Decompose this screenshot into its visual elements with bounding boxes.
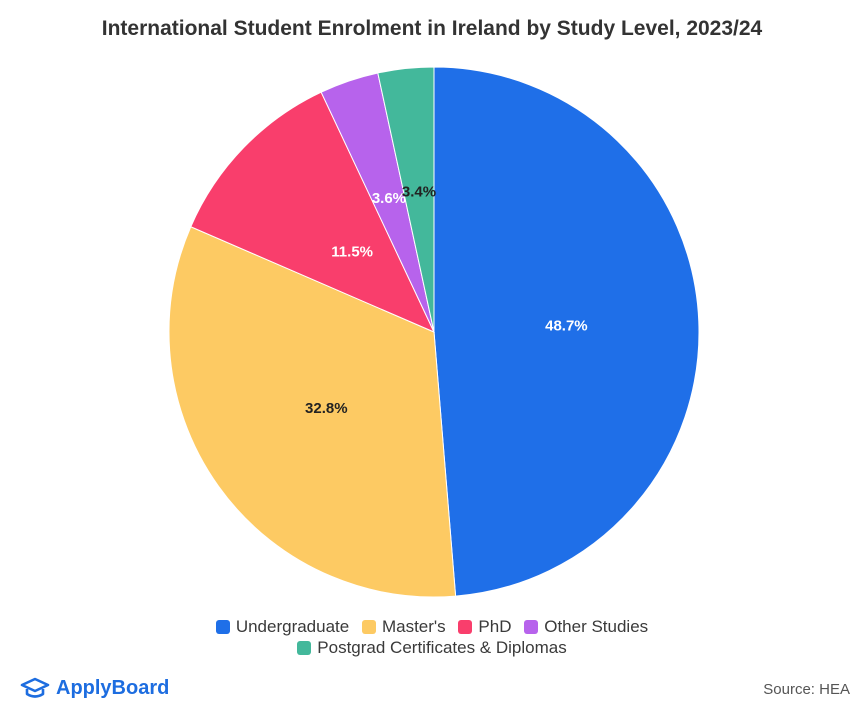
legend-item-phd[interactable]: PhD xyxy=(458,617,511,637)
legend-swatch xyxy=(215,620,230,634)
slice-data-label: 32.8% xyxy=(305,400,348,417)
legend-label: Other Studies xyxy=(544,617,649,636)
legend-item-masters[interactable]: Master's xyxy=(361,617,446,637)
legend-item-postgrad-certificates[interactable]: Postgrad Certificates & Diplomas xyxy=(297,638,567,658)
brand-name: ApplyBoard xyxy=(56,676,170,699)
slice-data-label: 3.6% xyxy=(372,190,406,207)
pie-slice-master-s[interactable] xyxy=(168,226,457,598)
legend-swatch xyxy=(524,620,539,634)
legend-label: Master's xyxy=(381,617,446,636)
legend-swatch xyxy=(361,620,376,634)
legend-item-undergraduate[interactable]: Undergraduate xyxy=(215,617,350,637)
applyboard-logo: ApplyBoard xyxy=(20,676,169,700)
slice-data-label: 48.7% xyxy=(545,318,588,335)
legend-row-2: Postgrad Certificates & Diplomas xyxy=(0,638,864,660)
slice-data-label: 3.4% xyxy=(402,183,436,200)
pie-slice-postgrad-certificates-diplomas[interactable] xyxy=(377,66,435,333)
pie-slice-undergraduate[interactable] xyxy=(433,66,700,597)
pie-slice-phd[interactable] xyxy=(190,91,436,333)
legend-label: Postgrad Certificates & Diplomas xyxy=(317,638,567,657)
chart-title: International Student Enrolment in Irela… xyxy=(101,17,763,40)
slice-data-label: 11.5% xyxy=(331,244,373,261)
legend-label: Undergraduate xyxy=(235,617,350,636)
source-note: Source: HEA xyxy=(763,681,850,698)
legend-item-other-studies[interactable]: Other Studies xyxy=(524,617,648,637)
legend-swatch xyxy=(458,620,473,634)
legend-label: PhD xyxy=(478,617,512,636)
legend-row-1: Undergraduate Master's PhD Other Studies xyxy=(0,617,864,639)
legend-swatch xyxy=(297,641,312,655)
applyboard-logo-icon xyxy=(20,677,50,698)
